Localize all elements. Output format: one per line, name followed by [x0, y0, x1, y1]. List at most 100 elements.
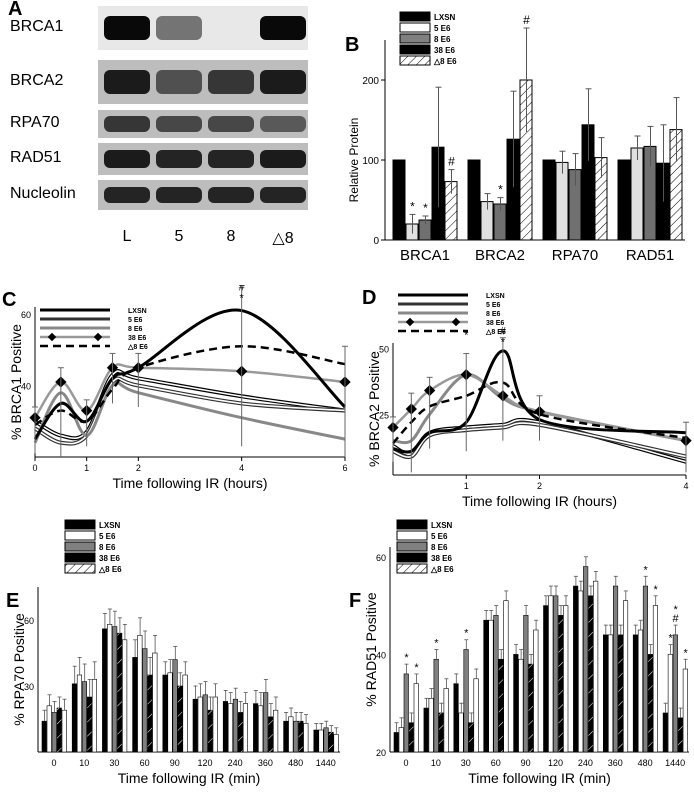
x-tick-label: 1 [84, 463, 89, 473]
legend-label: 38 E6 [431, 554, 452, 563]
bar [403, 673, 409, 753]
bar [493, 615, 499, 753]
bar [662, 712, 668, 753]
y-tick-label: 20 [376, 748, 386, 758]
annotation: * [404, 652, 409, 664]
bar [76, 674, 82, 753]
bar [112, 626, 118, 753]
legend-label: LXSN [128, 308, 147, 315]
panel-e-label: E [6, 590, 20, 612]
panel-d: D 1 2 4 25 50 Time following IR (hours) % BRCA… [358, 285, 694, 510]
bar [288, 716, 294, 753]
panel-c: C 0 1 2 4 6 40 60 Time following IR (hours) % BR… [0, 281, 355, 510]
x-tick-label: 30 [461, 758, 471, 768]
x-tick-label: 90 [521, 758, 531, 768]
y-tick-label: 0 [373, 236, 379, 247]
blot-strip [98, 60, 308, 104]
bar-hatch [298, 721, 304, 752]
legend-label: △8 E6 [98, 565, 122, 574]
blot-band [208, 116, 254, 132]
y-tick-label: 100 [362, 156, 379, 167]
bar [433, 658, 439, 753]
bar [513, 654, 519, 753]
annotation: * [498, 183, 503, 197]
x-tick-label: 120 [197, 758, 212, 768]
bar [682, 668, 688, 753]
chart-d: 1 2 4 25 50 Time following IR (hours) % BRCA2 … [366, 293, 692, 509]
panel-f-label: F [349, 590, 362, 612]
bar [632, 634, 639, 753]
bar [578, 590, 584, 753]
annotation: # [500, 325, 507, 337]
bar-hatch [177, 686, 183, 752]
annotation: * [668, 633, 673, 645]
blot-row-label: BRCA2 [10, 72, 64, 89]
blot-strip [98, 6, 308, 50]
series-line [392, 349, 687, 454]
legend-label: 38 E6 [128, 335, 146, 342]
blot-band [104, 69, 150, 94]
bar [652, 605, 659, 753]
x-tick-label: 240 [578, 758, 593, 768]
bar [622, 600, 629, 753]
legend-label: △8 E6 [127, 344, 148, 351]
bar [167, 672, 173, 753]
bar [142, 648, 148, 753]
panel-a: A BRCA1 BRCA2 RPA70 RAD51 Nucleolin L 5 8 △8 [0, 0, 345, 285]
bar-hatch [445, 181, 457, 240]
bar [672, 634, 678, 753]
bar [667, 654, 673, 753]
bar [81, 681, 87, 753]
legend-swatch [396, 541, 428, 552]
x-tick-label: 0 [403, 758, 408, 768]
x-tick-label: 0 [32, 463, 37, 473]
legend-label: 8 E6 [486, 311, 501, 318]
chart-c: 0 1 2 4 6 40 60 Time following IR (hours) % BRCA… [8, 281, 351, 491]
legend-swatch [399, 44, 431, 55]
annotation: * [644, 564, 649, 576]
x-tick-label: 1 [464, 481, 469, 491]
bar [323, 727, 329, 753]
blot-row-label: RAD51 [10, 149, 62, 166]
legend-marker [451, 317, 461, 327]
legend-swatch [396, 530, 428, 541]
x-tick-label: 2 [537, 481, 542, 491]
bar [553, 595, 559, 753]
bar [630, 147, 644, 241]
x-tick-label: 1440 [665, 758, 685, 768]
legend-label: LXSN [486, 293, 505, 300]
bar-hatch [438, 712, 444, 752]
bar-hatch [117, 633, 122, 752]
blot-row-label: BRCA1 [10, 18, 64, 35]
y-axis-label: Relative Protein [347, 118, 361, 203]
y-tick-label: 40 [376, 650, 386, 660]
y-axis-label: % RAD51 Positive [363, 592, 379, 707]
legend-hatch [397, 564, 427, 573]
bar [642, 585, 649, 753]
bar [263, 692, 269, 753]
bar [523, 615, 529, 753]
y-tick-label: 40 [21, 382, 31, 392]
bar-hatch [595, 157, 607, 240]
annotation: * [464, 628, 469, 640]
bar [392, 159, 406, 241]
legend-marker [93, 332, 103, 342]
x-axis-label: Time following IR (hours) [112, 475, 267, 491]
panel-e: E 30 60 Time following IR (min) % RPA70 Pos… [0, 512, 345, 800]
blot-band [260, 186, 306, 204]
x-tick-label: 6 [342, 463, 347, 473]
bar-hatch [57, 708, 62, 752]
y-tick-label: 60 [24, 616, 34, 626]
legend-label: 5 E6 [434, 24, 451, 33]
bar [467, 159, 481, 241]
bar [107, 624, 113, 753]
lane-label: 5 [174, 228, 184, 245]
legend-hatch [65, 564, 95, 573]
bar-hatch [648, 654, 653, 752]
panel-b-label: B [345, 34, 360, 56]
bar [423, 707, 429, 753]
bar-hatch [147, 675, 153, 752]
legend-marker [405, 317, 415, 327]
bar [61, 709, 67, 753]
y-tick-label: 60 [21, 310, 31, 320]
